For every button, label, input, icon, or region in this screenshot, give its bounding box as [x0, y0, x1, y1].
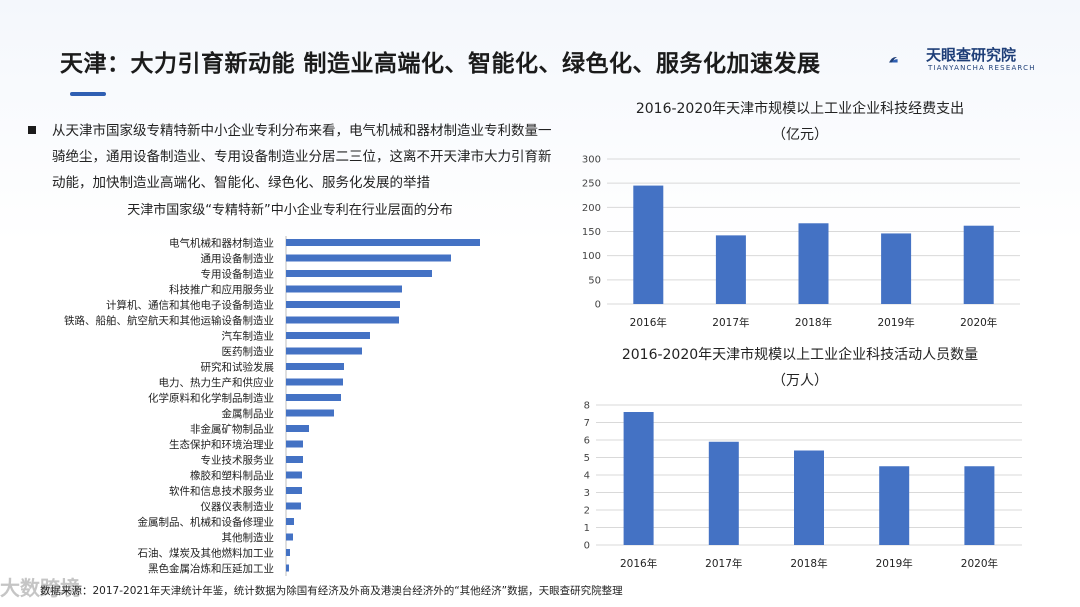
y-tick-label: 0	[584, 541, 590, 552]
y-tick-label: 200	[582, 203, 601, 214]
x-tick-label: 2017年	[705, 557, 742, 570]
title-underline	[70, 92, 106, 96]
bar	[708, 441, 739, 545]
hbar-category-label: 专业技术服务业	[201, 454, 275, 467]
x-tick-label: 2020年	[960, 316, 997, 329]
y-tick-label: 100	[582, 251, 601, 262]
bar	[794, 450, 824, 545]
bar	[964, 466, 995, 545]
hbar-bar	[286, 347, 362, 355]
y-tick-label: 50	[588, 275, 601, 286]
hbar-category-label: 研究和试验发展	[201, 361, 275, 374]
y-tick-label: 150	[582, 227, 601, 238]
hbar-bar	[286, 425, 309, 432]
hbar-bar	[286, 363, 344, 370]
y-tick-label: 7	[584, 418, 590, 429]
hbar-bar	[286, 239, 480, 246]
hbar-bar	[286, 549, 290, 556]
x-tick-label: 2016年	[620, 557, 657, 570]
x-tick-label: 2016年	[630, 316, 667, 329]
y-tick-label: 5	[584, 453, 590, 464]
y-tick-label: 250	[582, 179, 601, 190]
hbar-category-label: 软件和信息技术服务业	[169, 485, 274, 498]
x-tick-label: 2019年	[876, 557, 913, 570]
hbar-bar	[286, 564, 289, 572]
left-chart-title: 天津市国家级“专精特新”中小企业专利在行业层面的分布	[127, 203, 453, 218]
hbar-category-label: 医药制造业	[222, 345, 275, 358]
y-tick-label: 6	[584, 436, 590, 447]
hbar-category-label: 铁路、船舶、航空航天和其他运输设备制造业	[64, 314, 274, 327]
hbar-category-label: 其他制造业	[222, 531, 275, 544]
hbar-bar	[286, 270, 432, 277]
x-tick-label: 2020年	[961, 557, 998, 570]
bar	[623, 412, 654, 545]
y-tick-label: 8	[584, 401, 590, 412]
x-tick-label: 2018年	[790, 557, 827, 570]
tianyancha-logo-icon	[889, 56, 898, 63]
hbar-category-label: 专用设备制造业	[201, 268, 275, 281]
hbar-bar	[286, 378, 343, 386]
y-tick-label: 2	[584, 506, 590, 517]
hbar-bar	[286, 456, 303, 463]
hbar-bar	[286, 301, 400, 308]
source-note: 数据来源：2017-2021年天津统计年鉴，统计数据为除国有经济及外商及港澳台经…	[40, 585, 623, 597]
hbar-category-label: 化学原料和化学制品制造业	[148, 392, 274, 405]
hbar-category-label: 计算机、通信和其他电子设备制造业	[106, 299, 274, 312]
staff-chart-title-main: 2016-2020年天津市规模以上工业企业科技活动人员数量	[621, 347, 979, 363]
staff-chart-title: 2016-2020年天津市规模以上工业企业科技活动人员数量 （万人）	[590, 342, 1010, 394]
hbar-bar	[286, 533, 293, 541]
page-title: 天津：大力引育新动能 制造业高端化、智能化、绿色化、服务化加速发展	[60, 51, 821, 77]
hbar-category-label: 金属制品、机械和设备修理业	[138, 516, 275, 529]
hbar-category-label: 石油、煤炭及其他燃料加工业	[138, 547, 275, 560]
bar	[633, 185, 664, 304]
y-tick-label: 0	[595, 300, 601, 311]
hbar-bar	[286, 487, 302, 494]
y-tick-label: 4	[584, 471, 590, 482]
bar	[879, 466, 910, 545]
bar	[963, 225, 994, 304]
x-tick-label: 2017年	[712, 316, 749, 329]
y-tick-label: 3	[584, 488, 590, 499]
hbar-bar	[286, 285, 402, 293]
hbar-category-label: 生态保护和环境治理业	[169, 438, 274, 451]
x-tick-label: 2018年	[795, 316, 832, 329]
hbar-bar	[286, 316, 399, 324]
y-tick-label: 1	[584, 523, 590, 534]
expenditure-chart-title-main: 2016-2020年天津市规模以上工业企业科技经费支出	[635, 101, 965, 117]
hbar-category-label: 电力、热力生产和供应业	[159, 376, 275, 389]
expenditure-chart-title: 2016-2020年天津市规模以上工业企业科技经费支出 （亿元）	[590, 96, 1010, 148]
hbar-category-label: 黑色金属冶炼和压延加工业	[148, 562, 274, 575]
bar	[881, 233, 912, 304]
hbar-bar	[286, 471, 302, 479]
hbar-bar	[286, 502, 301, 510]
hbar-category-label: 橡胶和塑料制品业	[190, 469, 274, 482]
hbar-bar	[286, 518, 294, 525]
hbar-category-label: 通用设备制造业	[201, 252, 275, 265]
logo-text: 天眼查研究院	[926, 46, 1017, 64]
y-tick-label: 300	[582, 155, 601, 166]
hbar-category-label: 非金属矿物制品业	[190, 423, 274, 436]
staff-chart-unit: （万人）	[772, 373, 828, 389]
hbar-category-label: 汽车制造业	[222, 330, 275, 343]
bullet-square-icon	[28, 126, 36, 134]
hbar-category-label: 金属制品业	[222, 407, 275, 420]
hbar-bar	[286, 440, 303, 448]
hbar-category-label: 科技推广和应用服务业	[169, 283, 274, 296]
hbar-bar	[286, 394, 341, 401]
hbar-bar	[286, 409, 334, 417]
bar	[715, 235, 746, 304]
bar	[798, 223, 829, 304]
x-tick-label: 2019年	[877, 316, 914, 329]
description-text: 从天津市国家级专精特新中小企业专利分布来看，电气机械和器材制造业专利数量一骑绝尘…	[52, 123, 552, 191]
logo-subtitle: TIANYANCHA RESEARCH	[928, 64, 1036, 72]
hbar-category-label: 仪器仪表制造业	[201, 500, 275, 513]
hbar-bar	[286, 254, 451, 262]
hbar-category-label: 电气机械和器材制造业	[169, 237, 274, 250]
hbar-bar	[286, 332, 370, 339]
expenditure-chart-unit: （亿元）	[772, 127, 828, 143]
watermark-text: 大数跨境	[0, 576, 80, 600]
